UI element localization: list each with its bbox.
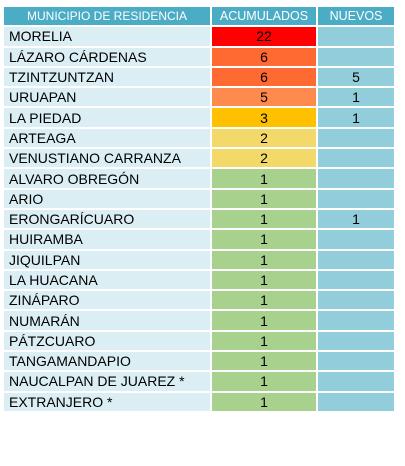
nuevos-cell: 5 bbox=[316, 65, 396, 89]
nuevos-cell bbox=[316, 370, 396, 393]
acumulados-cell: 1 bbox=[210, 187, 318, 210]
nuevos-cell bbox=[316, 147, 396, 170]
header-municipio: MUNICIPIO DE RESIDENCIA bbox=[2, 4, 212, 28]
nuevos-cell bbox=[316, 45, 396, 68]
nuevos-cell bbox=[316, 329, 396, 353]
municipio-cell: HUIRAMBA bbox=[2, 228, 212, 251]
header-acumulados: ACUMULADOS bbox=[210, 4, 318, 28]
municipio-cell: MORELIA bbox=[2, 25, 212, 48]
table-row: LA HUACANA 1 bbox=[2, 268, 396, 292]
table-row: EXTRANJERO * 1 bbox=[2, 390, 396, 413]
table-row: URUAPAN 5 1 bbox=[2, 86, 396, 109]
nuevos-cell bbox=[316, 126, 396, 150]
table-row: JIQUILPAN 1 bbox=[2, 248, 396, 271]
acumulados-cell: 5 bbox=[210, 86, 318, 109]
acumulados-cell: 1 bbox=[210, 350, 318, 373]
acumulados-cell: 1 bbox=[210, 289, 318, 312]
municipio-cell: VENUSTIANO CARRANZA bbox=[2, 147, 212, 170]
municipio-cell: ZINÁPARO bbox=[2, 289, 212, 312]
table-body: MORELIA 22 LÁZARO CÁRDENAS 6 TZINTZUNTZAN 6 5 U… bbox=[2, 25, 396, 413]
cases-table: MUNICIPIO DE RESIDENCIA ACUMULADOS NUEVO… bbox=[2, 4, 396, 413]
acumulados-cell: 1 bbox=[210, 329, 318, 353]
acumulados-cell: 1 bbox=[210, 268, 318, 292]
acumulados-cell: 6 bbox=[210, 65, 318, 89]
municipio-cell: JIQUILPAN bbox=[2, 248, 212, 271]
municipio-cell: ERONGARÍCUARO bbox=[2, 207, 212, 231]
nuevos-cell bbox=[316, 25, 396, 48]
municipio-cell: LA PIEDAD bbox=[2, 106, 212, 129]
nuevos-cell: 1 bbox=[316, 106, 396, 129]
table-row: VENUSTIANO CARRANZA 2 bbox=[2, 147, 396, 170]
municipio-cell: ARTEAGA bbox=[2, 126, 212, 150]
acumulados-cell: 2 bbox=[210, 147, 318, 170]
table-row: ERONGARÍCUARO 1 1 bbox=[2, 207, 396, 231]
nuevos-cell: 1 bbox=[316, 86, 396, 109]
municipio-cell: NAUCALPAN DE JUAREZ * bbox=[2, 370, 212, 393]
table-row: PÁTZCUARO 1 bbox=[2, 329, 396, 353]
nuevos-cell bbox=[316, 350, 396, 373]
acumulados-cell: 3 bbox=[210, 106, 318, 129]
acumulados-cell: 1 bbox=[210, 228, 318, 251]
table-row: HUIRAMBA 1 bbox=[2, 228, 396, 251]
table-row: ARIO 1 bbox=[2, 187, 396, 210]
acumulados-cell: 6 bbox=[210, 45, 318, 68]
acumulados-cell: 1 bbox=[210, 248, 318, 271]
table-row: LÁZARO CÁRDENAS 6 bbox=[2, 45, 396, 68]
nuevos-cell bbox=[316, 228, 396, 251]
table-row: ALVARO OBREGÓN 1 bbox=[2, 167, 396, 190]
municipio-cell: TANGAMANDAPIO bbox=[2, 350, 212, 373]
table-row: TZINTZUNTZAN 6 5 bbox=[2, 65, 396, 89]
table-row: NUMARÁN 1 bbox=[2, 309, 396, 332]
municipio-cell: NUMARÁN bbox=[2, 309, 212, 332]
table-row: LA PIEDAD 3 1 bbox=[2, 106, 396, 129]
nuevos-cell bbox=[316, 248, 396, 271]
municipio-cell: LÁZARO CÁRDENAS bbox=[2, 45, 212, 68]
table-row: MORELIA 22 bbox=[2, 25, 396, 48]
municipio-cell: TZINTZUNTZAN bbox=[2, 65, 212, 89]
municipio-cell: PÁTZCUARO bbox=[2, 329, 212, 353]
table-row: NAUCALPAN DE JUAREZ * 1 bbox=[2, 370, 396, 393]
nuevos-cell bbox=[316, 309, 396, 332]
table-row: ARTEAGA 2 bbox=[2, 126, 396, 150]
acumulados-cell: 2 bbox=[210, 126, 318, 150]
nuevos-cell: 1 bbox=[316, 207, 396, 231]
nuevos-cell bbox=[316, 167, 396, 190]
acumulados-cell: 22 bbox=[210, 25, 318, 48]
municipio-cell: ARIO bbox=[2, 187, 212, 210]
municipio-cell: EXTRANJERO * bbox=[2, 390, 212, 413]
nuevos-cell bbox=[316, 268, 396, 292]
header-row: MUNICIPIO DE RESIDENCIA ACUMULADOS NUEVO… bbox=[2, 4, 396, 28]
municipio-cell: ALVARO OBREGÓN bbox=[2, 167, 212, 190]
municipio-cell: LA HUACANA bbox=[2, 268, 212, 292]
nuevos-cell bbox=[316, 187, 396, 210]
nuevos-cell bbox=[316, 289, 396, 312]
acumulados-cell: 1 bbox=[210, 390, 318, 413]
table-row: TANGAMANDAPIO 1 bbox=[2, 350, 396, 373]
acumulados-cell: 1 bbox=[210, 167, 318, 190]
header-nuevos: NUEVOS bbox=[316, 4, 396, 28]
acumulados-cell: 1 bbox=[210, 207, 318, 231]
municipio-cell: URUAPAN bbox=[2, 86, 212, 109]
table-row: ZINÁPARO 1 bbox=[2, 289, 396, 312]
acumulados-cell: 1 bbox=[210, 370, 318, 393]
nuevos-cell bbox=[316, 390, 396, 413]
acumulados-cell: 1 bbox=[210, 309, 318, 332]
